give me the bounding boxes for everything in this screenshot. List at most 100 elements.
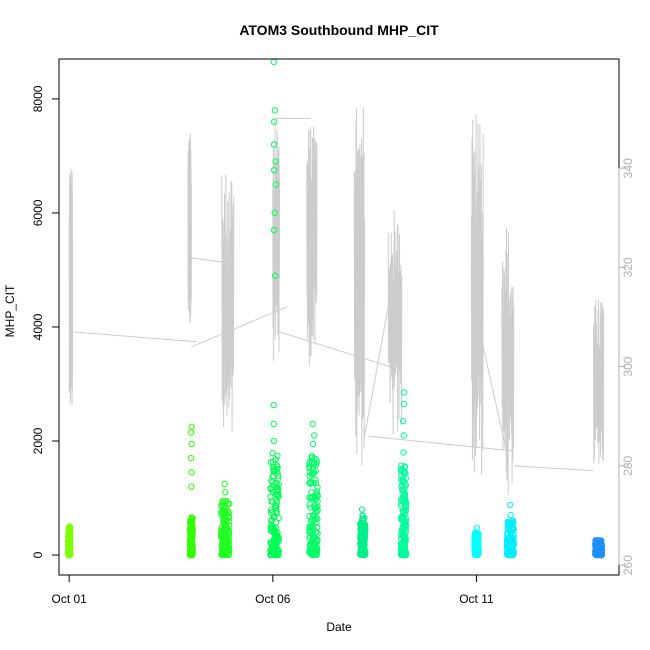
data-point <box>309 551 316 559</box>
data-point <box>270 226 278 234</box>
axes: Oct 01 Oct 06 Oct 11 0 2000 4000 6000 8000 260 28… <box>31 85 635 606</box>
data-point <box>309 440 317 448</box>
data-point <box>188 423 195 430</box>
right-series-connector <box>72 331 197 343</box>
y2-tick-label: 320 <box>621 257 635 277</box>
data-point <box>270 467 277 474</box>
data-point <box>225 522 233 529</box>
data-point <box>313 488 321 495</box>
data-point <box>508 550 515 557</box>
data-point <box>222 547 229 554</box>
data-point <box>306 458 313 465</box>
data-point <box>399 417 407 425</box>
data-point <box>272 533 279 540</box>
data-point <box>398 466 405 473</box>
data-point <box>400 519 408 527</box>
y-tick-label: 4000 <box>31 313 45 340</box>
right-series-burst <box>387 209 403 435</box>
data-point <box>306 494 313 501</box>
data-point <box>592 543 599 551</box>
chart-title: ATOM3 Southbound MHP_CIT <box>239 22 439 38</box>
x-tick-label: Oct 01 <box>52 592 88 606</box>
data-point <box>474 539 481 547</box>
data-point <box>274 469 281 476</box>
data-point <box>270 463 277 471</box>
x-tick-label: Oct 06 <box>255 592 291 606</box>
data-point <box>307 523 314 530</box>
data-point <box>271 209 278 217</box>
y2-tick-label: 260 <box>621 555 635 575</box>
data-point <box>508 541 515 548</box>
data-point <box>223 517 230 524</box>
data-point <box>188 483 195 490</box>
data-point <box>312 467 319 475</box>
data-point <box>273 510 280 517</box>
data-point <box>401 389 408 396</box>
data-point <box>597 548 605 556</box>
data-point <box>310 516 317 523</box>
y-tick-label: 2000 <box>31 427 45 454</box>
data-point <box>402 523 409 531</box>
data-point <box>308 539 315 547</box>
right-series-burst <box>470 114 484 476</box>
data-point <box>270 141 278 148</box>
plot-area <box>58 58 620 576</box>
data-point <box>224 500 232 507</box>
right-series-burst <box>68 168 74 406</box>
data-point <box>221 480 228 487</box>
data-point <box>306 534 313 542</box>
data-point <box>312 476 319 484</box>
data-point <box>399 478 406 485</box>
right-axis-series <box>68 107 605 496</box>
data-point <box>474 546 481 553</box>
data-point <box>273 462 280 469</box>
data-point <box>65 542 72 550</box>
data-point <box>187 429 195 436</box>
data-point <box>271 107 279 114</box>
data-point <box>399 549 406 556</box>
data-point <box>358 548 365 555</box>
data-point <box>270 58 277 66</box>
data-point <box>313 504 320 512</box>
right-series-connector <box>279 331 391 368</box>
data-point <box>269 450 276 457</box>
data-point <box>357 551 365 558</box>
x-tick-label: Oct 11 <box>459 592 494 606</box>
data-point <box>188 536 195 544</box>
data-point <box>270 167 278 174</box>
data-point <box>506 501 514 509</box>
data-point <box>269 508 276 516</box>
y2-tick-label: 340 <box>621 158 635 178</box>
right-series-connector <box>513 465 594 472</box>
data-point <box>272 456 279 463</box>
data-point <box>225 534 232 541</box>
data-point <box>188 440 195 448</box>
data-point <box>273 483 281 491</box>
data-point <box>401 485 408 492</box>
data-point <box>188 516 196 523</box>
data-point <box>471 539 478 546</box>
data-point <box>219 531 226 538</box>
data-point <box>222 529 229 536</box>
data-point <box>398 531 405 539</box>
data-point <box>225 547 233 554</box>
data-point <box>273 496 280 503</box>
data-point <box>187 549 195 557</box>
data-point <box>504 519 511 526</box>
data-point <box>66 530 73 537</box>
data-point <box>306 501 313 508</box>
data-point <box>268 521 275 528</box>
data-point <box>309 420 316 428</box>
y-tick-label: 6000 <box>31 199 45 226</box>
right-series-connector <box>191 306 287 348</box>
data-point <box>270 401 277 409</box>
data-point <box>273 536 280 543</box>
data-point <box>401 506 408 513</box>
data-point <box>314 546 321 553</box>
right-series-connector <box>364 307 389 437</box>
data-point <box>474 543 482 550</box>
data-point <box>401 464 409 471</box>
data-point <box>402 470 409 477</box>
data-point <box>188 469 195 476</box>
data-point <box>269 473 276 480</box>
